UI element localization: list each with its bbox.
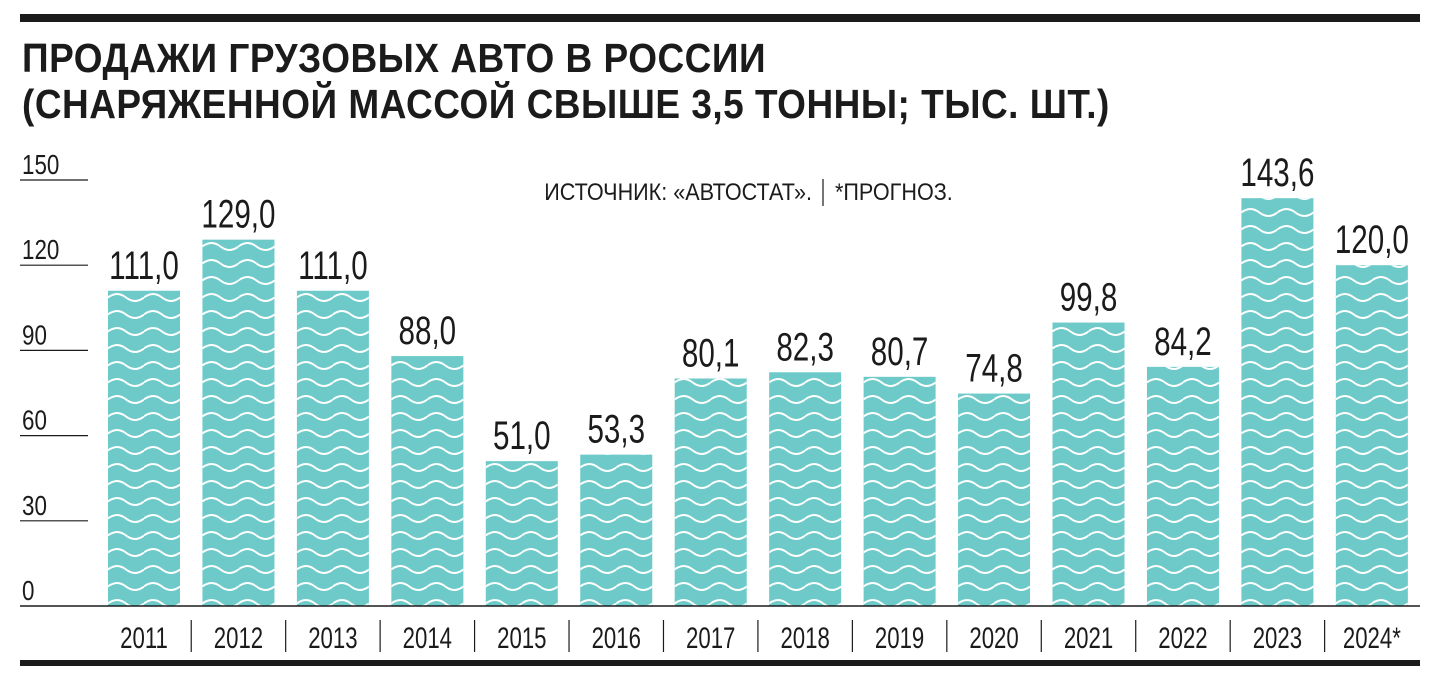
chart-subtitle: (СНАРЯЖЕННОЙ МАССОЙ СВЫШЕ 3,5 ТОННЫ; ТЫС… [22,80,1110,127]
x-tick-label: 2019 [875,621,924,655]
y-axis: 0 30 60 90 120 150 [20,150,88,607]
x-tick-label: 2013 [308,621,357,655]
bar-value-label: 99,8 [1060,275,1118,319]
y-tick-label: 0 [22,576,34,607]
y-tick-label: 90 [22,320,47,351]
bar-wave-pattern [958,393,1031,606]
bar-value-label: 88,0 [399,309,457,353]
chart-title: ПРОДАЖИ ГРУЗОВЫХ АВТО В РОССИИ [22,36,766,81]
bottom-rule [20,660,1420,666]
x-tick-label: 2014 [403,621,452,655]
bar-group: 80,7 2019 [863,330,948,655]
x-tick-label: 2011 [120,621,168,655]
bar-wave-pattern [674,378,747,606]
bar-group: 84,2 2022 [1146,320,1231,655]
bar-group: 53,3 2016 [580,407,665,655]
bar-value-label: 129,0 [201,192,275,236]
bar-value-label: 82,3 [776,325,834,369]
bar-group: 143,6 2023 [1240,151,1326,655]
bar-value-label: 111,0 [298,244,368,288]
forecast-note: *ПРОГНОЗ. [835,178,953,205]
bar-group: 80,1 2017 [674,331,759,655]
bar-wave-pattern [391,356,464,606]
x-tick-label: 2020 [969,621,1018,655]
x-tick-label: 2023 [1253,621,1302,655]
bar-wave-pattern [1052,322,1125,606]
bar-group: 111,0 2011 [108,244,192,655]
bar-wave-pattern [296,290,369,606]
bar-group: 111,0 2013 [296,244,381,655]
bar-value-label: 80,1 [682,331,740,375]
bar-group: 99,8 2021 [1052,275,1137,655]
bar-group: 74,8 2020 [958,346,1042,655]
x-tick-label: 2015 [497,621,546,655]
bar-value-label: 120,0 [1335,218,1409,262]
bar-wave-pattern [580,454,653,606]
y-tick-label: 150 [22,150,59,181]
bar-value-label: 143,6 [1240,151,1314,195]
y-tick-label: 60 [22,405,47,436]
bar-value-label: 84,2 [1154,320,1212,364]
x-tick-label: 2022 [1158,621,1207,655]
bar-value-label: 80,7 [871,330,929,374]
bars: 111,0 2011 129,0 2012 111,0 2013 88,0 2014 51,0 2… [108,151,1409,655]
y-tick-label: 30 [22,491,47,522]
bar-wave-pattern [485,461,558,606]
source-note: ИСТОЧНИК: «АВТОСТАТ». [544,178,812,205]
bar-group: 129,0 2012 [201,192,287,655]
bar-wave-pattern [202,239,275,606]
bar-wave-pattern [1335,265,1408,606]
x-tick-label: 2012 [214,621,263,655]
bar-value-label: 51,0 [493,414,551,458]
bar-value-label: 74,8 [965,346,1023,390]
x-tick-label: 2017 [686,621,735,655]
bar-group: 88,0 2014 [391,309,476,655]
bar-wave-pattern [769,372,842,606]
x-tick-label: 2021 [1064,621,1113,655]
bar-wave-pattern [1146,366,1219,606]
x-tick-label: 2024* [1343,621,1401,655]
bar-value-label: 53,3 [587,407,645,451]
bar-value-label: 111,0 [109,244,179,288]
x-tick-label: 2018 [780,621,829,655]
bar-wave-pattern [1241,198,1314,606]
top-rule [20,14,1420,22]
bar-wave-pattern [863,376,936,606]
bar-group: 120,0 2024* [1335,218,1409,655]
x-tick-label: 2016 [592,621,641,655]
y-tick-label: 120 [22,235,59,266]
bar-group: 51,0 2015 [485,414,570,655]
bar-wave-pattern [108,290,180,606]
bar-group: 82,3 2018 [769,325,853,655]
